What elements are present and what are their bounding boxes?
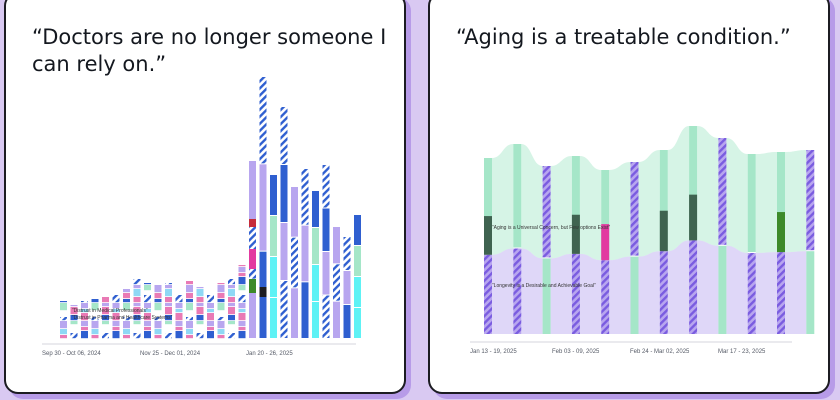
bar [270,175,277,338]
bar [123,289,130,339]
stream-node [806,150,815,334]
annotation-label: “Distrust in Pharma and Healthcare Syste… [72,315,173,321]
annotation-label: “Longevity is a Desirable and Achievable… [492,283,596,289]
flow-band [492,248,514,334]
flow-band [755,152,777,253]
flow-band [550,156,572,259]
bar [81,301,88,339]
bar [70,305,78,339]
bar [165,283,172,339]
stream-node [718,138,727,334]
x-tick-label: Nov 25 - Dec 01, 2024 [140,351,201,357]
bar [343,237,351,338]
stream-node [542,166,551,334]
flow-band [785,150,807,253]
flow-band [579,253,602,334]
flow-band [521,248,543,334]
chart-card-doctors: “Doctors are no longer someone I can rel… [4,0,406,394]
flow-band [638,251,660,334]
annotation-label: “Aging is a Universal Concern, but Few o… [492,225,610,231]
flow-band [726,138,748,253]
bar [175,295,183,339]
bar [154,285,162,339]
bar [196,287,204,339]
card-quote: “Aging is a treatable condition.” [456,25,791,49]
bar [112,291,120,339]
flow-band [697,126,719,246]
flow-band [492,144,514,255]
flow-band [550,253,572,334]
bar [259,77,267,338]
bar [207,291,214,339]
stream-node [601,170,610,334]
bar [333,227,340,338]
x-tick-label: Feb 03 - 09, 2025 [552,349,600,355]
bar [280,107,288,338]
bar [354,215,361,338]
flow-band [697,240,719,334]
bar [102,297,109,339]
bar [228,275,235,339]
x-tick-label: Sep 30 - Oct 06, 2024 [42,351,101,357]
bar [144,283,151,339]
stream-node [777,152,785,334]
flow-band [755,252,777,334]
stream-node [630,162,639,334]
x-tick-label: Mar 17 - 23, 2025 [718,349,766,355]
x-tick-label: Jan 20 - 26, 2025 [246,351,293,357]
flow-band [609,256,631,334]
x-tick-label: Feb 24 - Mar 02, 2025 [630,349,690,355]
stream-node [484,158,492,334]
bar [217,283,225,339]
bar [322,165,330,338]
bar [133,275,141,339]
stream-node [689,126,698,334]
annotation-label: “Distrust in Medical Professionals” [72,308,148,314]
chart-card-aging: “Aging is a treatable condition.” Jan 13… [428,0,830,394]
flow-band [521,144,543,259]
flow-band [667,240,690,334]
flow-band [726,245,748,334]
x-tick-label: Jan 13 - 19, 2025 [470,349,517,355]
flow-band [785,251,807,334]
bar [301,169,309,338]
flow-band [638,150,660,257]
bar [60,301,67,339]
bar [238,265,246,339]
bar [186,281,193,339]
bar [312,191,319,338]
stream-node [571,156,580,334]
stream-node [747,154,756,334]
flow-band [579,156,602,261]
flow-band [667,126,690,252]
flow-band [609,162,631,261]
stream-chart: Jan 13 - 19, 2025 Feb 03 - 09, 2025 Feb 24… [470,126,815,355]
bar [91,299,99,339]
bar-chart: Sep 30 - Oct 06, 2024 Nov 25 - Dec 01, 20… [42,77,361,357]
bar [291,187,298,338]
card-quote: “Doctors are no longer someone I can rel… [32,25,387,76]
bar [249,161,256,338]
stream-node [659,150,668,334]
stream-node [513,144,522,334]
